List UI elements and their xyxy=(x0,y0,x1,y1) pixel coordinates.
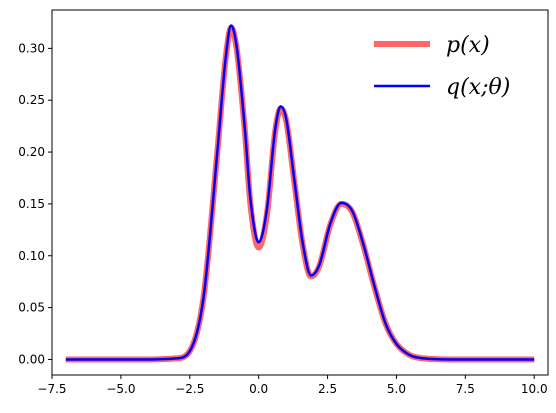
y-tick-label: 0.15 xyxy=(18,197,45,211)
series-line-q xyxy=(65,24,535,361)
series-layer xyxy=(65,24,535,363)
y-tick-label: 0.00 xyxy=(18,352,45,366)
y-tick-label: 0.20 xyxy=(18,145,45,159)
x-tick-label: 0.0 xyxy=(249,382,268,396)
x-axis: −7.5 −5.0 −2.5 0.0 2.5 5.0 7.5 10.0 xyxy=(37,375,548,396)
y-tick-label: 0.25 xyxy=(18,93,45,107)
legend: p(x) q(x;θ) xyxy=(374,33,510,100)
x-tick-label: 2.5 xyxy=(318,382,337,396)
y-tick-label: 0.30 xyxy=(18,41,45,55)
x-tick-label: −5.0 xyxy=(106,382,135,396)
legend-label-p: p(x) xyxy=(446,33,490,58)
y-axis: 0.00 0.05 0.10 0.15 0.20 0.25 0.30 xyxy=(18,41,52,366)
x-tick-label: 10.0 xyxy=(521,382,548,396)
x-tick-label: −2.5 xyxy=(175,382,204,396)
x-tick-label: 5.0 xyxy=(387,382,406,396)
axes-frame xyxy=(51,9,549,376)
x-tick-label: −7.5 xyxy=(37,382,66,396)
y-tick-label: 0.05 xyxy=(18,301,45,315)
plot-area xyxy=(51,9,549,376)
x-tick-label: 7.5 xyxy=(456,382,475,396)
legend-label-q: q(x;θ) xyxy=(446,75,510,100)
y-tick-label: 0.10 xyxy=(18,249,45,263)
